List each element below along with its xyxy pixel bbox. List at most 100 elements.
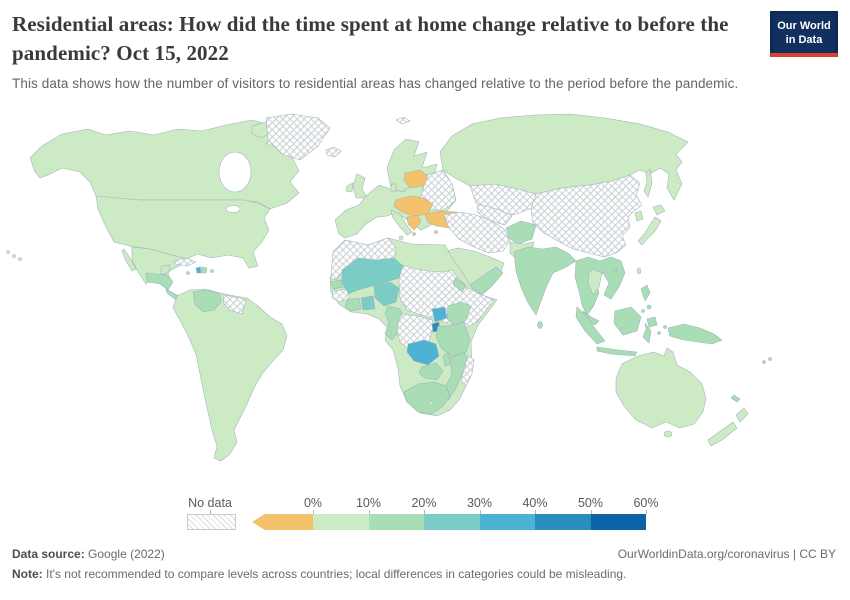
map-region-mozambique[interactable] bbox=[443, 351, 470, 401]
map-region-haiti[interactable] bbox=[195, 266, 202, 274]
legend-swatch-30-40[interactable] bbox=[479, 514, 535, 530]
map-region-taiwan[interactable] bbox=[636, 267, 642, 275]
map-region-japan[interactable] bbox=[637, 204, 666, 246]
map-region-new-caledonia[interactable] bbox=[730, 394, 741, 403]
map-region-thailand[interactable] bbox=[587, 268, 603, 296]
legend-tickmark bbox=[479, 510, 481, 514]
map-region-denmark[interactable] bbox=[390, 183, 397, 192]
map-region-ireland[interactable] bbox=[345, 182, 354, 193]
map-region-afghanistan[interactable] bbox=[505, 220, 537, 245]
map-region-chad-sudan-horn[interactable] bbox=[397, 263, 495, 329]
map-region-guinea[interactable] bbox=[331, 288, 351, 303]
map-region-eritrea[interactable] bbox=[452, 277, 467, 293]
page-subtitle: This data shows how the number of visito… bbox=[12, 75, 739, 91]
note-label: Note: bbox=[12, 567, 43, 581]
map-region-sri-lanka[interactable] bbox=[537, 321, 543, 329]
map-region-zimbabwe[interactable] bbox=[418, 362, 444, 381]
legend-swatch-negative[interactable] bbox=[252, 514, 313, 530]
data-source-value: Google (2022) bbox=[88, 547, 165, 561]
map-region-madagascar[interactable] bbox=[460, 354, 475, 387]
map-region-crete[interactable] bbox=[412, 232, 416, 236]
map-region-lesotho[interactable] bbox=[428, 400, 434, 406]
map-region-australia[interactable] bbox=[615, 347, 707, 429]
map-region-mainland-southeast-asia[interactable] bbox=[574, 256, 626, 316]
map-region-iceland[interactable] bbox=[325, 146, 342, 158]
legend-tickmark bbox=[590, 510, 592, 514]
map-region-hainan[interactable] bbox=[612, 267, 618, 273]
data-source-line: Data source: Google (2022) bbox=[12, 547, 165, 561]
legend-swatch-20-30[interactable] bbox=[424, 514, 480, 530]
map-region-nigeria[interactable] bbox=[373, 281, 400, 307]
map-region-turkmenistan-uzbekistan[interactable] bbox=[476, 203, 513, 226]
owid-logo-line1: Our World bbox=[777, 20, 831, 32]
map-region-ghana-togo-benin[interactable] bbox=[360, 295, 376, 311]
legend-swatch-50-60[interactable] bbox=[590, 514, 646, 530]
map-region-new-guinea[interactable] bbox=[667, 323, 723, 345]
owid-logo-red-bar bbox=[770, 52, 838, 57]
map-region-united-states[interactable] bbox=[95, 195, 271, 269]
legend-tickmark bbox=[535, 510, 536, 514]
map-region-sulawesi[interactable] bbox=[642, 322, 652, 344]
map-region-cote-divoire[interactable] bbox=[344, 297, 362, 312]
map-region-cyprus[interactable] bbox=[434, 230, 438, 234]
legend-tickmark bbox=[424, 510, 425, 514]
map-region-china-mongolia[interactable] bbox=[530, 174, 643, 258]
map-region-india[interactable] bbox=[513, 246, 577, 316]
map-region-borneo[interactable] bbox=[613, 306, 642, 336]
map-region-cameroon-gabon[interactable] bbox=[384, 305, 405, 341]
map-region-iran-iraq-syria[interactable] bbox=[443, 211, 511, 254]
map-region-tanzania[interactable] bbox=[435, 321, 471, 357]
map-region-tasmania[interactable] bbox=[663, 430, 673, 438]
note-text: It's not recommended to compare levels a… bbox=[46, 567, 627, 581]
legend-swatch-10-20[interactable] bbox=[368, 514, 424, 530]
map-region-baja-california[interactable] bbox=[121, 248, 137, 272]
map-region-ukraine[interactable] bbox=[419, 169, 457, 211]
map-region-belarus[interactable] bbox=[403, 169, 429, 189]
map-region-sakhalin[interactable] bbox=[643, 168, 653, 198]
map-region-south-america[interactable] bbox=[172, 288, 288, 462]
map-region-puerto-rico[interactable] bbox=[210, 269, 214, 273]
hudson-bay bbox=[218, 151, 252, 193]
map-region-venezuela[interactable] bbox=[192, 289, 222, 313]
map-legend[interactable]: No data 0% 10% 20% 30% 40% 50% 60% bbox=[0, 494, 850, 536]
legend-swatch-0-10[interactable] bbox=[313, 514, 369, 530]
map-region-kenya[interactable] bbox=[446, 301, 472, 327]
map-region-senegal[interactable] bbox=[330, 279, 344, 290]
map-region-jamaica[interactable] bbox=[186, 271, 190, 275]
map-region-united-kingdom[interactable] bbox=[352, 173, 368, 199]
map-region-sumatra[interactable] bbox=[575, 306, 606, 345]
owid-link[interactable]: OurWorldinData.org/coronavirus | CC BY bbox=[617, 547, 836, 561]
map-region-new-zealand[interactable] bbox=[707, 407, 749, 447]
legend-no-data-swatch[interactable] bbox=[187, 514, 236, 530]
legend-tick-40: 40% bbox=[522, 496, 548, 510]
map-region-philippines[interactable] bbox=[640, 284, 658, 328]
map-region-sicily[interactable] bbox=[398, 235, 404, 241]
map-region-greenland[interactable] bbox=[265, 113, 331, 161]
legend-tickmark bbox=[210, 510, 211, 514]
owid-logo-line2: in Data bbox=[785, 33, 823, 46]
legend-tick-10: 10% bbox=[355, 496, 382, 510]
map-region-moluccas[interactable] bbox=[657, 325, 667, 335]
map-region-mexico[interactable] bbox=[131, 246, 188, 285]
world-map[interactable] bbox=[0, 112, 850, 492]
legend-tickmark bbox=[368, 510, 370, 514]
choropleth-svg[interactable] bbox=[0, 112, 850, 492]
map-region-guatemala-honduras[interactable] bbox=[145, 272, 174, 291]
legend-swatch-40-50[interactable] bbox=[535, 514, 591, 530]
map-region-svalbard[interactable] bbox=[395, 116, 411, 125]
map-region-java[interactable] bbox=[596, 346, 638, 357]
map-region-south-korea[interactable] bbox=[634, 210, 644, 222]
great-lakes bbox=[225, 205, 241, 213]
map-region-greece[interactable] bbox=[406, 214, 422, 231]
map-region-zambia[interactable] bbox=[406, 339, 440, 366]
owid-logo[interactable]: Our World in Data bbox=[770, 11, 838, 57]
map-region-fiji[interactable] bbox=[762, 357, 772, 364]
map-region-italy[interactable] bbox=[390, 209, 413, 236]
map-region-cuba[interactable] bbox=[172, 257, 197, 267]
map-region-guyana-suriname[interactable] bbox=[222, 294, 247, 315]
legend-tickmark bbox=[646, 510, 647, 514]
legend-tick-20: 20% bbox=[411, 496, 437, 510]
map-region-south-africa[interactable] bbox=[403, 381, 451, 415]
map-region-dominican-republic[interactable] bbox=[200, 266, 208, 274]
map-region-hawaii[interactable] bbox=[6, 250, 22, 261]
